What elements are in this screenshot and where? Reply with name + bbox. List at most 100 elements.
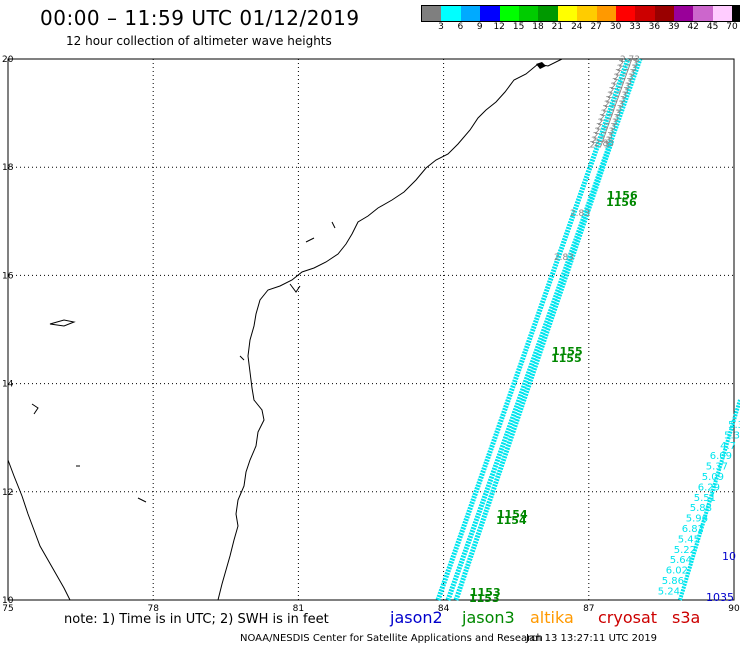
longitude-label: 75 (2, 604, 13, 614)
island-small-1 (305, 221, 336, 243)
track-line (435, 58, 631, 601)
track-id: 1035 (706, 591, 734, 604)
legend-label: 3 (438, 22, 444, 32)
gray-swh-label: 2.73 (620, 55, 640, 65)
longitude-label: 87 (583, 604, 594, 614)
legend-swatch (635, 6, 655, 21)
legend-label: 42 (687, 22, 699, 32)
gray-swh-label: 2.73 (602, 105, 622, 115)
gray-swh-label: 2.73 (593, 132, 613, 142)
gray-swh-label: 2.73 (591, 136, 611, 146)
legend-swatch (693, 6, 713, 21)
mission-altika: altika (530, 608, 574, 627)
latitude-label: 12 (2, 488, 13, 498)
track-time-label: 1156 (606, 196, 637, 209)
legend-swatch (615, 6, 636, 21)
right-swh-label: 4.7 (720, 441, 736, 452)
latitude-label: 18 (2, 163, 14, 173)
gray-swh-label: 2.73 (606, 96, 626, 106)
right-swh-label: 5.37 (706, 462, 728, 473)
right-swh-label: 5.51 (694, 493, 716, 504)
mission-s3a: s3a (672, 608, 701, 627)
gray-swh-label: 2.73 (614, 73, 634, 83)
right-swh-label: 5.88 (690, 503, 712, 514)
track-id-partial: 10 (722, 550, 736, 563)
longitude-label: 90 (728, 604, 740, 614)
legend-swatch (712, 6, 733, 21)
right-swh-label: 5.45 (678, 534, 700, 545)
right-swh-label: 5.3 (728, 420, 740, 431)
legend-label: 12 (493, 22, 505, 32)
gray-swh-label: 2.73 (615, 69, 635, 79)
gray-swh-label: 2.73 (607, 91, 627, 101)
track-time-label: 1154 (496, 514, 527, 527)
mission-cryosat: cryosat (598, 608, 658, 627)
legend-label: 33 (629, 22, 641, 32)
legend-label: 6 (457, 22, 464, 32)
legend-swatch (441, 6, 461, 21)
legend-label: 18 (532, 22, 544, 32)
longitude-label: 78 (147, 604, 159, 614)
legend-swatch (654, 6, 675, 21)
latitude-tick-labels: 10 12 14 16 18 20 (2, 55, 14, 606)
footer-credit: NOAA/NESDIS Center for Satellite Applica… (240, 633, 543, 644)
gray-swh-label: 2.73 (601, 109, 621, 119)
legend-label: 36 (648, 22, 661, 32)
latitude-label: 10 (2, 596, 14, 606)
legend-swatch (460, 6, 481, 21)
satellite-tracks (435, 58, 740, 601)
legend-label: 21 (551, 22, 564, 32)
legend-swatch (674, 6, 694, 21)
longitude-label: 84 (438, 604, 450, 614)
map-gridlines (8, 59, 734, 600)
gray-swh-label: 2.73 (604, 100, 624, 110)
legend-label: 70 (726, 22, 738, 32)
right-swh-label: 5.09 (702, 472, 724, 483)
legend-swatch (577, 6, 597, 21)
latitude-label: 20 (2, 55, 14, 65)
island-small-2 (31, 283, 301, 503)
legend-label: 24 (571, 22, 583, 32)
gray-swh-label: 2.73 (617, 64, 637, 74)
right-swh-label: 5.3 (724, 430, 740, 441)
right-swh-label: 5.22 (674, 545, 696, 556)
gray-swh-label: 2.73 (618, 60, 638, 70)
coastline-west (7, 459, 71, 601)
legend-swatch (538, 6, 558, 21)
right-swh-label: 6.82 (682, 524, 704, 535)
track-time-label: 1155 (552, 345, 583, 358)
right-swh-label: 5.24 (658, 586, 680, 597)
wave-height-color-legend (421, 5, 740, 22)
gray-swh-label: 2.73 (612, 78, 632, 88)
latitude-label: 14 (2, 380, 14, 390)
legend-label: 39 (668, 22, 680, 32)
track-time-label: 1153 (469, 592, 500, 605)
track-line (678, 399, 740, 601)
gray-swh-label: 2.73 (598, 118, 618, 128)
longitude-label: 81 (293, 604, 304, 614)
footer-timestamp: Jan 13 13:27:11 UTC 2019 (526, 633, 658, 644)
track-time-label: 1156 (607, 189, 638, 202)
right-swh-label: 6.02 (666, 566, 688, 577)
right-track-swh-labels: 5.35.34.76.095.375.096.295.515.885.966.8… (658, 420, 740, 604)
map-frame (7, 58, 735, 601)
gray-swh-label: 2.73 (594, 127, 614, 137)
legend-swatch (596, 6, 616, 21)
legend-swatch (518, 6, 539, 21)
coastline (217, 58, 563, 601)
legend-label: 45 (706, 22, 719, 32)
gray-swh-label: 2.83 (554, 253, 574, 263)
track-time-label: 1154 (497, 508, 528, 521)
gray-swh-label: 2.73 (610, 82, 630, 92)
right-swh-label: 5.96 (686, 514, 708, 525)
right-swh-label: 5.86 (662, 576, 684, 587)
legend-swatch (499, 6, 519, 21)
gray-swh-labels: 2.732.732.732.732.732.732.732.732.732.73… (554, 55, 640, 263)
longitude-tick-labels: 75 78 81 84 87 90 (2, 604, 740, 614)
legend-swatch (557, 6, 578, 21)
legend-label: 15 (512, 22, 525, 32)
track-time-label: 1153 (470, 586, 501, 599)
legend-swatch (422, 6, 442, 21)
